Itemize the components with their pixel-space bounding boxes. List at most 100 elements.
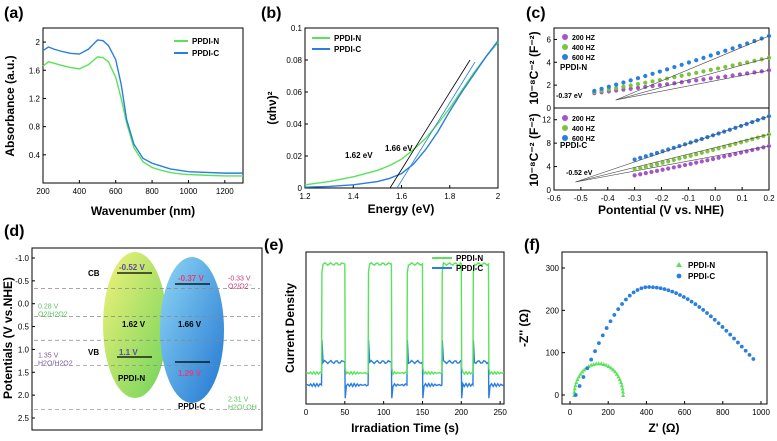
plot-frame-e (305, 251, 505, 405)
data-point-600hz (599, 86, 604, 91)
data-point-ppdi-n (621, 393, 626, 397)
reference-value: 0.28 V (38, 304, 59, 311)
data-point-600hz (730, 46, 735, 51)
data-point-600hz (708, 53, 713, 58)
legend-ppdi-c-e: PPDI-C (456, 264, 483, 273)
data-point-400hz (643, 80, 648, 85)
legend-600hz-top: 600 HZ (572, 55, 596, 62)
plot-frame-a (42, 27, 244, 184)
data-point-600hz (635, 76, 641, 81)
ticks-a: 200 400 600 800 1000 1200 0.4 0.8 1.2 1.6 2 (29, 38, 234, 196)
reference-value: 1.35 V (38, 352, 59, 359)
legend-marker-200hz-bottom (562, 115, 568, 121)
data-point-200hz (723, 74, 728, 79)
series-e (305, 261, 505, 399)
subplot-name-ppdi-c: PPDI-C (560, 141, 587, 150)
data-point-ppdi-n (580, 369, 585, 374)
x-tick-label: 400 (73, 187, 87, 196)
data-point-ppdi-n (572, 386, 577, 391)
legend-600hz-bottom: 600 HZ (572, 136, 596, 143)
data-point-600hz (621, 80, 626, 85)
data-point-400hz (654, 162, 660, 167)
data-point-400hz (682, 155, 688, 160)
data-point-ppdi-n (616, 374, 621, 379)
data-point-600hz (701, 55, 706, 60)
data-point-200hz (657, 83, 662, 88)
data-point-ppdi-c (739, 344, 744, 349)
y-tick-label: 300 (546, 264, 560, 273)
data-point-400hz (614, 85, 619, 91)
data-point-ppdi-c (654, 285, 659, 290)
legend-ppdi-c-f: PPDI-C (688, 272, 715, 281)
data-point-ppdi-n (620, 389, 625, 394)
x-tick-label: 0.0 (710, 194, 722, 203)
ticks-b: 1.2 1.4 1.6 1.8 2 0 0.02 0.04 0.06 0.08 0.1 (286, 24, 500, 201)
data-point-400hz (643, 164, 648, 169)
data-point-600hz (679, 62, 684, 67)
data-point-400hz (632, 167, 637, 172)
data-point-600hz (638, 155, 643, 161)
data-point-ppdi-c (701, 308, 706, 312)
data-point-200hz (660, 167, 665, 172)
series-f (572, 285, 756, 397)
y-tick-label: 0.5 (18, 323, 30, 332)
annotation-037ev: -0.37 eV (556, 93, 583, 100)
data-point-400hz (730, 63, 735, 68)
data-point-ppdi-c (596, 341, 601, 346)
x-tick-label: -0.3 (628, 194, 642, 203)
data-point-ppdi-n (611, 367, 616, 372)
x-tick-label: -0.1 (681, 194, 695, 203)
annotation-166ev: 1.66 eV (385, 144, 413, 153)
data-point-200hz (635, 85, 641, 90)
y-tick-label: 0 (547, 104, 552, 113)
data-point-200hz (766, 143, 772, 149)
data-point-600hz (723, 48, 728, 53)
series-line-ppdi-n (304, 41, 499, 186)
data-point-ppdi-c (616, 307, 621, 312)
xlabel-b: Energy (eV) (368, 202, 435, 216)
x-tick-label: 0 (304, 408, 309, 417)
xlabel-f: Z' (Ω) (648, 421, 679, 435)
data-point-ppdi-c (651, 285, 655, 290)
data-point-ppdi-c (620, 302, 624, 306)
data-point-ppdi-c (697, 305, 702, 309)
x-tick-label: 250 (493, 408, 507, 417)
panel-label-e: (e) (264, 237, 284, 254)
tangent-line-2 (396, 61, 476, 189)
legend-400hz-top: 400 HZ (572, 45, 596, 52)
data-point-ppdi-c (708, 314, 713, 319)
y-tick-label: -1.0 (15, 254, 29, 263)
data-point-400hz (715, 66, 721, 71)
data-point-ppdi-c (720, 325, 725, 329)
data-point-ppdi-n (582, 367, 587, 372)
data-point-200hz (759, 69, 764, 74)
x-tick-label: 150 (416, 408, 430, 417)
series-line-ppdi-c (304, 40, 499, 188)
x-tick-label: 1.8 (444, 192, 456, 201)
xlabel-a: Wavenumber (nm) (91, 204, 195, 218)
ylabel-f: -Z'' (Ω) (517, 309, 531, 347)
data-point-400hz (686, 72, 692, 77)
panel-label-d: (d) (4, 223, 24, 240)
data-point-400hz (710, 147, 716, 152)
ppdi-n-vb-value: 1.1 V (119, 348, 138, 357)
x-tick-label: 200 (602, 408, 616, 417)
data-point-200hz (694, 160, 699, 165)
x-tick-label: 100 (377, 408, 391, 417)
x-tick-label: 1200 (216, 187, 234, 196)
legend-ppdi-c-b: PPDI-C (334, 45, 361, 54)
data-point-ppdi-n (614, 371, 619, 376)
data-point-400hz (679, 73, 684, 78)
panel-label-f: (f) (524, 237, 540, 254)
data-point-ppdi-c (728, 332, 733, 337)
ylabel-a: Absorbance (a.u.) (3, 55, 17, 156)
series-c (575, 33, 772, 183)
x-tick-label: -0.5 (574, 194, 588, 203)
y-tick-label: 4 (547, 163, 552, 172)
y-tick-label: 0 (298, 184, 303, 193)
panel-d: (d) -1.0 -0.5 0.0 0.5 1.0 1.5 2.0 2.5 Potential… (1, 223, 263, 431)
y-tick-label: 2.5 (18, 414, 30, 423)
data-point-200hz (705, 158, 710, 163)
reference-value: -0.33 V (228, 276, 251, 283)
data-point-400hz (688, 153, 693, 158)
